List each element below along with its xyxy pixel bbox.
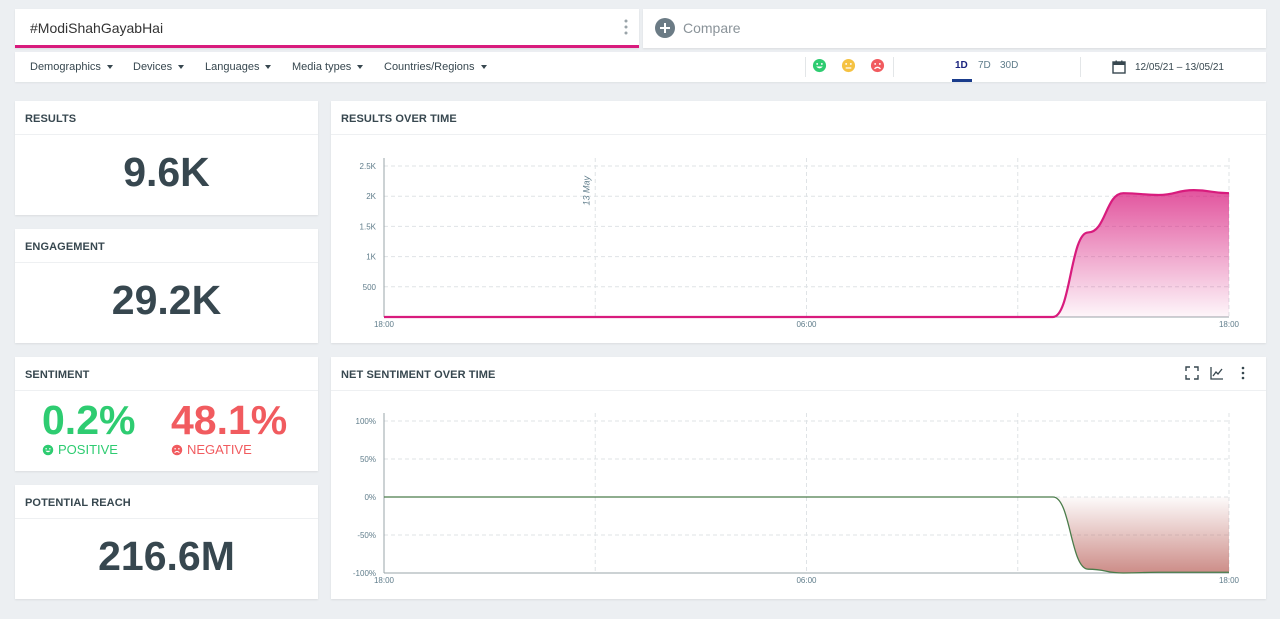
results-over-time-chart: 500 1K 1.5K 2K 2.5K 18:00 06:00 18:00 13 May	[360, 158, 1240, 329]
series-line	[384, 496, 1229, 574]
y-tick-label: 0%	[364, 493, 376, 502]
card-title: POTENTIAL REACH	[25, 497, 131, 509]
filter-bar: Demographics Devices Languages Media typ…	[15, 52, 1266, 82]
range-1d[interactable]: 1D	[955, 60, 968, 71]
caret-down-icon	[265, 65, 272, 69]
x-tick-label: 18:00	[1219, 320, 1240, 329]
positive-face-icon	[42, 444, 54, 455]
reach-value: 216.6M	[98, 533, 235, 579]
y-tick-label: 1.5K	[360, 222, 377, 231]
divider	[15, 390, 318, 391]
results-over-time-card: RESULTS OVER TIME 500 1K 1.5K 2K 2.5K 18:00 06…	[331, 101, 1266, 343]
calendar-icon[interactable]	[1112, 60, 1126, 74]
divider	[1080, 57, 1081, 77]
neutral-face-icon[interactable]	[841, 58, 856, 73]
filter-devices[interactable]: Devices	[133, 61, 185, 73]
date-annotation: 13 May	[581, 176, 591, 206]
divider	[15, 518, 318, 519]
potential-reach-card: POTENTIAL REACH 216.6M	[15, 485, 318, 599]
chart-title: RESULTS OVER TIME	[341, 113, 457, 125]
y-tick-label: 500	[363, 283, 377, 292]
results-value: 9.6K	[123, 149, 210, 195]
search-query[interactable]: #ModiShahGayabHai	[30, 20, 164, 36]
filter-demographics[interactable]: Demographics	[30, 61, 113, 73]
x-tick-label: 18:00	[374, 320, 395, 329]
x-tick-label: 06:00	[796, 320, 817, 329]
x-tick-label: 06:00	[796, 576, 817, 585]
active-range-indicator	[952, 79, 972, 82]
negative-face-icon	[171, 444, 183, 455]
y-tick-label: 1K	[366, 253, 376, 262]
x-tick-label: 18:00	[374, 576, 395, 585]
negative-face-icon[interactable]	[870, 58, 885, 73]
divider	[331, 134, 1266, 135]
divider	[15, 262, 318, 263]
positive-label: POSITIVE	[42, 442, 118, 457]
filter-countries-regions[interactable]: Countries/Regions	[384, 61, 487, 73]
series-area	[384, 497, 1229, 573]
card-title: RESULTS	[25, 113, 77, 125]
x-tick-label: 18:00	[1219, 576, 1240, 585]
range-7d[interactable]: 7D	[978, 60, 991, 71]
search-box[interactable]: #ModiShahGayabHai	[15, 9, 639, 48]
compare-box[interactable]: Compare	[643, 9, 1266, 48]
results-card: RESULTS 9.6K	[15, 101, 318, 215]
y-tick-label: 2.5K	[360, 162, 377, 171]
date-range[interactable]: 12/05/21 – 13/05/21	[1135, 62, 1224, 73]
add-compare-icon[interactable]	[655, 18, 675, 38]
divider	[15, 134, 318, 135]
divider	[805, 57, 806, 77]
y-tick-label: 2K	[366, 192, 376, 201]
caret-down-icon	[106, 65, 113, 69]
more-options-icon[interactable]	[623, 18, 629, 36]
net-sentiment-over-time-card: NET SENTIMENT OVER TIME 100% 50% 0% -50% -10…	[331, 357, 1266, 599]
engagement-card: ENGAGEMENT 29.2K	[15, 229, 318, 343]
y-tick-label: 100%	[356, 417, 376, 426]
range-30d[interactable]: 30D	[1000, 60, 1019, 71]
caret-down-icon	[480, 65, 487, 69]
positive-face-icon[interactable]	[812, 58, 827, 73]
series-line	[383, 189, 1230, 319]
card-title: ENGAGEMENT	[25, 241, 105, 253]
fullscreen-icon[interactable]	[1185, 366, 1199, 380]
y-tick-label: -100%	[353, 569, 376, 578]
compare-label: Compare	[683, 20, 741, 36]
sentiment-card: SENTIMENT 0.2% 48.1% POSITIVE NEGATIVE	[15, 357, 318, 471]
divider	[893, 57, 894, 77]
caret-down-icon	[178, 65, 185, 69]
negative-value: 48.1%	[171, 397, 288, 443]
negative-label: NEGATIVE	[171, 442, 252, 457]
filter-media-types[interactable]: Media types	[292, 61, 364, 73]
divider	[331, 390, 1266, 391]
y-tick-label: 50%	[360, 455, 376, 464]
caret-down-icon	[357, 65, 364, 69]
chart-title: NET SENTIMENT OVER TIME	[341, 369, 496, 381]
card-title: SENTIMENT	[25, 369, 90, 381]
series-area	[384, 190, 1229, 317]
line-chart-icon[interactable]	[1210, 366, 1224, 380]
positive-value: 0.2%	[42, 397, 136, 443]
net-sentiment-over-time-chart: 100%50%0%-50%-100%18:00 06:00 18:00	[353, 413, 1240, 585]
y-tick-label: -50%	[357, 531, 376, 540]
more-options-icon[interactable]	[1236, 366, 1250, 380]
engagement-value: 29.2K	[111, 277, 222, 323]
filter-languages[interactable]: Languages	[205, 61, 272, 73]
